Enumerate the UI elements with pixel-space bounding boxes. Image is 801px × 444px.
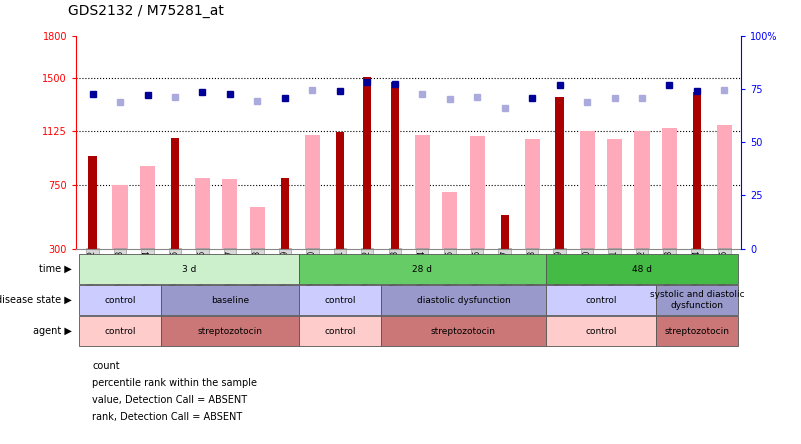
Text: systolic and diastolic
dysfunction: systolic and diastolic dysfunction [650, 290, 744, 310]
Bar [580, 131, 594, 249]
Bar [545, 316, 656, 346]
Bar [381, 316, 545, 346]
Text: control: control [324, 327, 356, 336]
Bar [140, 166, 155, 249]
Text: GDS2132 / M75281_at: GDS2132 / M75281_at [68, 4, 224, 18]
Text: 48 d: 48 d [632, 265, 652, 274]
Bar [391, 83, 399, 249]
Bar [469, 136, 485, 249]
Text: streptozotocin: streptozotocin [431, 327, 496, 336]
Text: control: control [585, 296, 617, 305]
Bar [299, 285, 381, 315]
Text: 28 d: 28 d [413, 265, 433, 274]
Bar [161, 285, 299, 315]
Text: percentile rank within the sample: percentile rank within the sample [92, 378, 257, 388]
Bar [442, 192, 457, 249]
Bar [336, 132, 344, 249]
Bar [381, 285, 545, 315]
Bar [656, 316, 739, 346]
Bar [525, 139, 540, 249]
Text: count: count [92, 361, 119, 371]
Text: control: control [104, 296, 136, 305]
Text: time ▶: time ▶ [39, 264, 72, 274]
Bar [223, 179, 237, 249]
Bar [545, 254, 739, 284]
Text: control: control [324, 296, 356, 305]
Text: baseline: baseline [211, 296, 249, 305]
Text: disease state ▶: disease state ▶ [0, 295, 72, 305]
Bar [78, 316, 161, 346]
Text: control: control [585, 327, 617, 336]
Bar [161, 316, 299, 346]
Text: 3 d: 3 d [182, 265, 196, 274]
Bar [112, 185, 127, 249]
Bar [88, 156, 97, 249]
Bar [363, 77, 372, 249]
Bar [555, 97, 564, 249]
Text: diastolic dysfunction: diastolic dysfunction [417, 296, 510, 305]
Bar [656, 285, 739, 315]
Text: value, Detection Call = ABSENT: value, Detection Call = ABSENT [92, 395, 248, 405]
Bar [501, 214, 509, 249]
Bar [634, 131, 650, 249]
Bar [415, 135, 430, 249]
Bar [299, 316, 381, 346]
Bar [693, 92, 701, 249]
Bar [299, 254, 545, 284]
Text: control: control [104, 327, 136, 336]
Bar [717, 125, 732, 249]
Bar [305, 135, 320, 249]
Bar [195, 178, 210, 249]
Bar [662, 128, 677, 249]
Bar [545, 285, 656, 315]
Bar [78, 285, 161, 315]
Text: rank, Detection Call = ABSENT: rank, Detection Call = ABSENT [92, 412, 243, 422]
Bar [607, 139, 622, 249]
Text: agent ▶: agent ▶ [33, 326, 72, 336]
Bar [78, 254, 299, 284]
Text: streptozotocin: streptozotocin [665, 327, 730, 336]
Bar [171, 138, 179, 249]
Text: streptozotocin: streptozotocin [197, 327, 263, 336]
Bar [281, 178, 289, 249]
Bar [250, 207, 265, 249]
